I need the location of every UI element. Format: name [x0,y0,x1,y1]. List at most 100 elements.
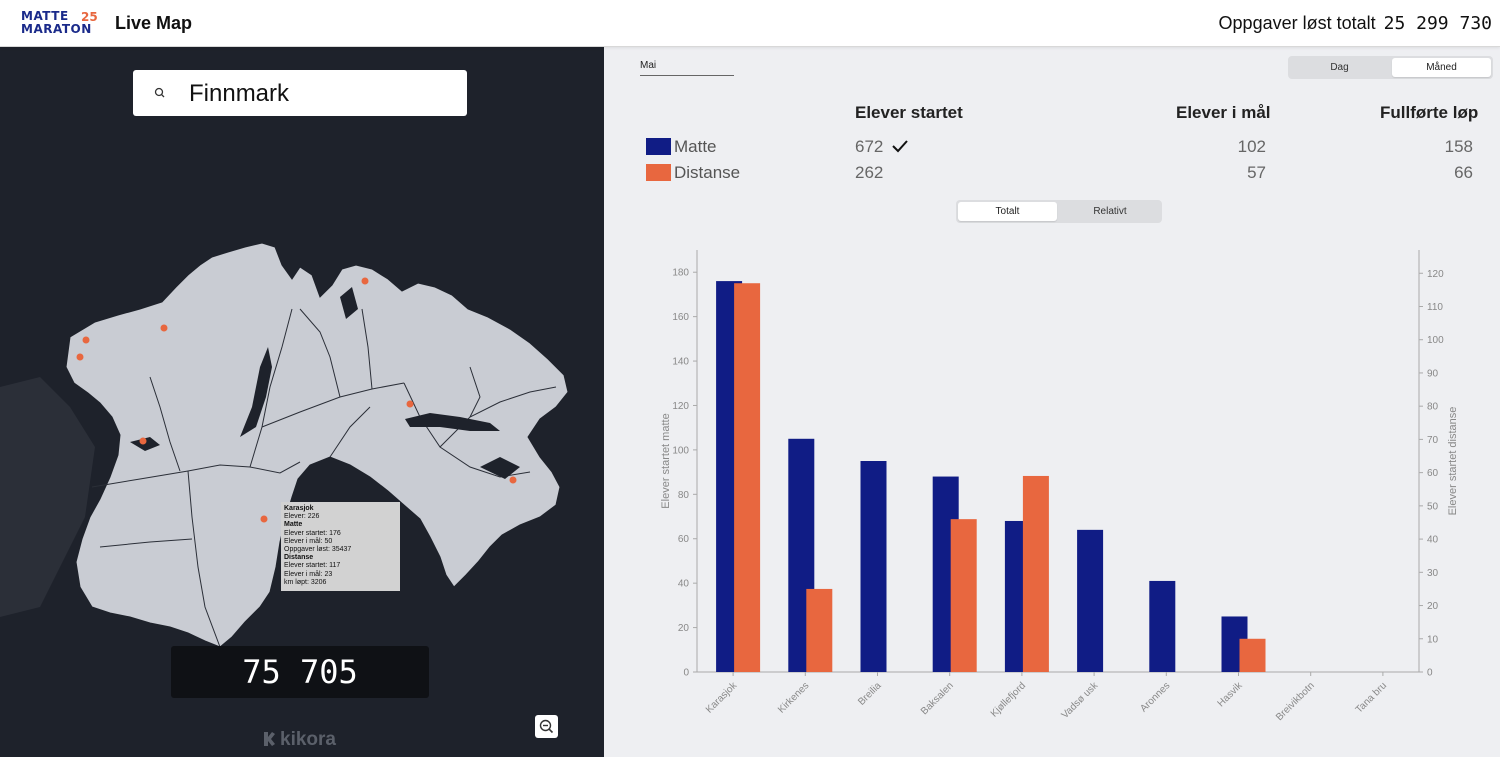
left-tick-label: 140 [672,357,689,368]
row-label-matte: Matte [674,137,717,156]
right-tick-label: 110 [1427,302,1443,313]
tooltip-distanse-i-maal: Elever i mål: 23 [284,570,333,578]
x-tick-label: Breilia [856,680,884,708]
tooltip-km: km løpt: 3206 [284,578,327,586]
x-tick-label: Kjøllefjord [989,680,1028,719]
location-markers [76,277,517,523]
left-axis-title: Elever startet matte [660,413,672,508]
col-head-fullforte: Fullførte løp [1380,103,1479,122]
bar-distanse-baksalen [950,519,977,672]
location-tooltip: Karasjok Elever: 226 Matte Elever starte… [281,502,400,591]
left-tick-label: 20 [678,623,690,634]
marker-4 [361,277,369,285]
left-tick-label: 0 [683,668,689,679]
col-head-i-maal: Elever i mål [1176,103,1271,122]
period-option-maaned[interactable]: Måned [1392,58,1491,77]
marker-5 [406,400,414,408]
matte-swatch [646,138,671,155]
right-tick-label: 20 [1427,601,1439,612]
finnmark-land [65,242,569,648]
distanse-fullforte: 66 [1454,163,1473,182]
x-tick-label: Tana bru [1354,680,1389,715]
fjords [130,287,520,479]
top-bar: MATTE 25 MARATON Live Map Oppgaver løst … [0,0,1500,47]
left-tick-label: 160 [672,312,689,323]
matte-i-maal: 102 [1237,137,1266,156]
bar-matte-vads-usk [1077,529,1104,672]
x-tick-label: Hasvik [1216,680,1246,710]
finnmark-map[interactable] [0,47,604,757]
x-tick-label: Karasjok [704,680,740,716]
bar-chart: 0 20 40 60 80 100 120 140 160 180 0 10 20 30 40 50 60 70 8… [660,250,1459,723]
right-tick-label: 100 [1427,335,1444,346]
x-tick-label: Kirkenes [776,680,811,715]
kikora-brand: kikora [262,729,336,751]
x-tick-label: Aronnes [1138,680,1172,714]
left-tick-label: 80 [678,490,690,501]
matte-startet: 672 [855,137,909,157]
kikora-text: kikora [280,729,336,750]
checkmark-icon [892,140,908,153]
right-tick-label: 50 [1427,501,1439,512]
search-icon [154,87,165,98]
tooltip-distanse-heading: Distanse [284,554,314,562]
right-tick-label: 90 [1427,368,1439,379]
bar-distanse-kj-llefjord [1022,475,1049,672]
tooltip-matte-startet: Elever startet: 176 [284,529,341,537]
bar-matte-aronnes [1149,580,1176,672]
right-tick-label: 10 [1427,634,1439,645]
mode-toggle: Totalt Relativt [956,200,1162,223]
zoom-out-icon [539,719,554,734]
right-tick-label: 70 [1427,435,1439,446]
period-option-dag[interactable]: Dag [1330,62,1349,73]
tooltip-matte-i-maal: Elever i mål: 50 [284,537,333,545]
left-tick-label: 60 [678,534,690,545]
zoom-out-button[interactable] [535,715,558,738]
tooltip-matte-heading: Matte [284,521,303,529]
left-tick-label: 100 [672,445,689,456]
right-axis-title: Elever startet distanse [1447,407,1459,516]
region-search-box[interactable]: Finnmark [133,70,467,116]
marker-7 [509,476,517,484]
distanse-startet: 262 [855,163,884,182]
right-tick-label: 120 [1427,269,1444,280]
mattemaraton-logo[interactable]: MATTE 25 MARATON [21,9,98,36]
right-tick-label: 60 [1427,468,1439,479]
bar-distanse-hasvik [1239,638,1266,672]
right-tick-label: 30 [1427,568,1439,579]
tooltip-distanse-startet: Elever startet: 117 [284,562,341,570]
marker-6 [139,437,147,445]
stats-panel: Mai Dag Måned Elever startet Elever i må… [604,47,1500,757]
matte-fullforte: 158 [1444,137,1473,156]
neighbour-land [0,377,95,617]
marker-1 [82,336,90,344]
total-value: 25 299 730 [1383,13,1492,34]
total-label: Oppgaver løst totalt [1218,13,1376,33]
mode-option-relativt[interactable]: Relativt [1093,206,1127,217]
mode-option-totalt[interactable]: Totalt [958,202,1057,221]
bar-distanse-karasjok [734,283,761,672]
left-tick-label: 40 [678,579,690,590]
x-tick-label: Breivikbotn [1274,680,1317,723]
left-tick-label: 180 [672,268,689,279]
period-toggle: Dag Måned [1288,56,1493,79]
month-select[interactable]: Mai [640,60,734,76]
search-input[interactable]: Finnmark [189,80,290,107]
col-head-startet: Elever startet [855,103,963,122]
marker-3 [160,324,168,332]
tooltip-place: Karasjok [284,505,314,512]
matte-startet-value: 672 [855,137,884,156]
distanse-i-maal: 57 [1247,163,1266,182]
tooltip-elever: Elever: 226 [284,513,320,521]
marker-2 [76,353,84,361]
right-tick-label: 0 [1427,668,1433,679]
tooltip-oppgaver: Oppgaver løst: 35437 [284,546,352,554]
right-tick-label: 80 [1427,402,1439,413]
bar-distanse-kirkenes [806,588,833,672]
right-tick-label: 40 [1427,535,1439,546]
left-tick-label: 120 [672,401,689,412]
row-label-distanse: Distanse [674,163,741,182]
x-tick-label: Vadsø usk [1060,680,1101,721]
map-panel[interactable]: Finnmark Karasjok Elever: 226 Matte Elev… [0,47,604,757]
bar-matte-breilia [860,461,887,672]
